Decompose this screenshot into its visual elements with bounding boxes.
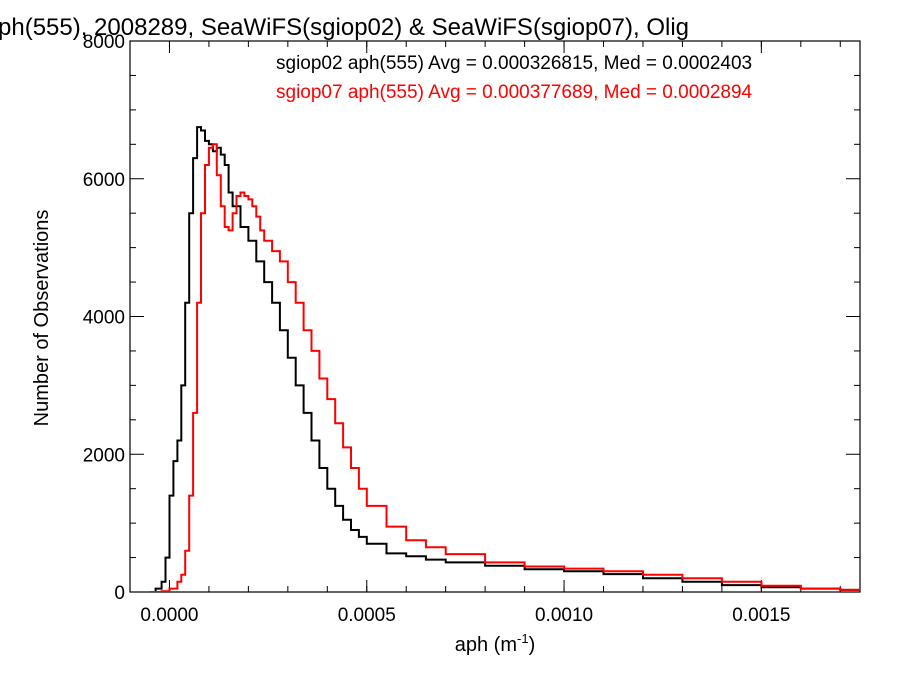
y-tick-label: 6000 [83, 170, 125, 191]
y-tick-label: 8000 [83, 32, 125, 53]
y-tick-label: 2000 [83, 445, 125, 466]
x-axis-title-superscript: -1 [517, 631, 529, 646]
x-tick-label: 0.0005 [338, 605, 396, 626]
x-tick-label: 0.0015 [732, 605, 790, 626]
y-tick-label: 0 [114, 583, 125, 604]
x-tick-label: 0.0010 [535, 605, 593, 626]
y-tick-label: 4000 [83, 308, 125, 329]
series-line-sgiop07 [149, 143, 860, 592]
plot-border [129, 40, 861, 593]
legend: sgiop02 aph(555) Avg = 0.000326815, Med … [276, 53, 753, 103]
x-axis-title-main: aph (m [455, 634, 517, 656]
legend-entry-sgiop07: sgiop07 aph(555) Avg = 0.000377689, Med … [276, 82, 753, 103]
x-axis-title: aph (m-1) [455, 631, 535, 656]
x-axis-ticks: 0.0000 0.0005 0.0010 0.0015 [129, 41, 841, 626]
y-axis-title: Number of Observations [31, 210, 53, 427]
series-layer [149, 126, 860, 592]
series-line-sgiop02 [149, 126, 860, 592]
x-axis-title-close: ) [529, 634, 536, 656]
x-tick-label: 0.0000 [140, 605, 198, 626]
y-axis-ticks: 0 2000 4000 6000 8000 [83, 32, 860, 604]
legend-entry-sgiop02: sgiop02 aph(555) Avg = 0.000326815, Med … [276, 53, 752, 74]
chart-title: ph(555), 2008289, SeaWiFS(sgiop02) & Sea… [0, 14, 689, 41]
plot-frame [129, 40, 861, 593]
